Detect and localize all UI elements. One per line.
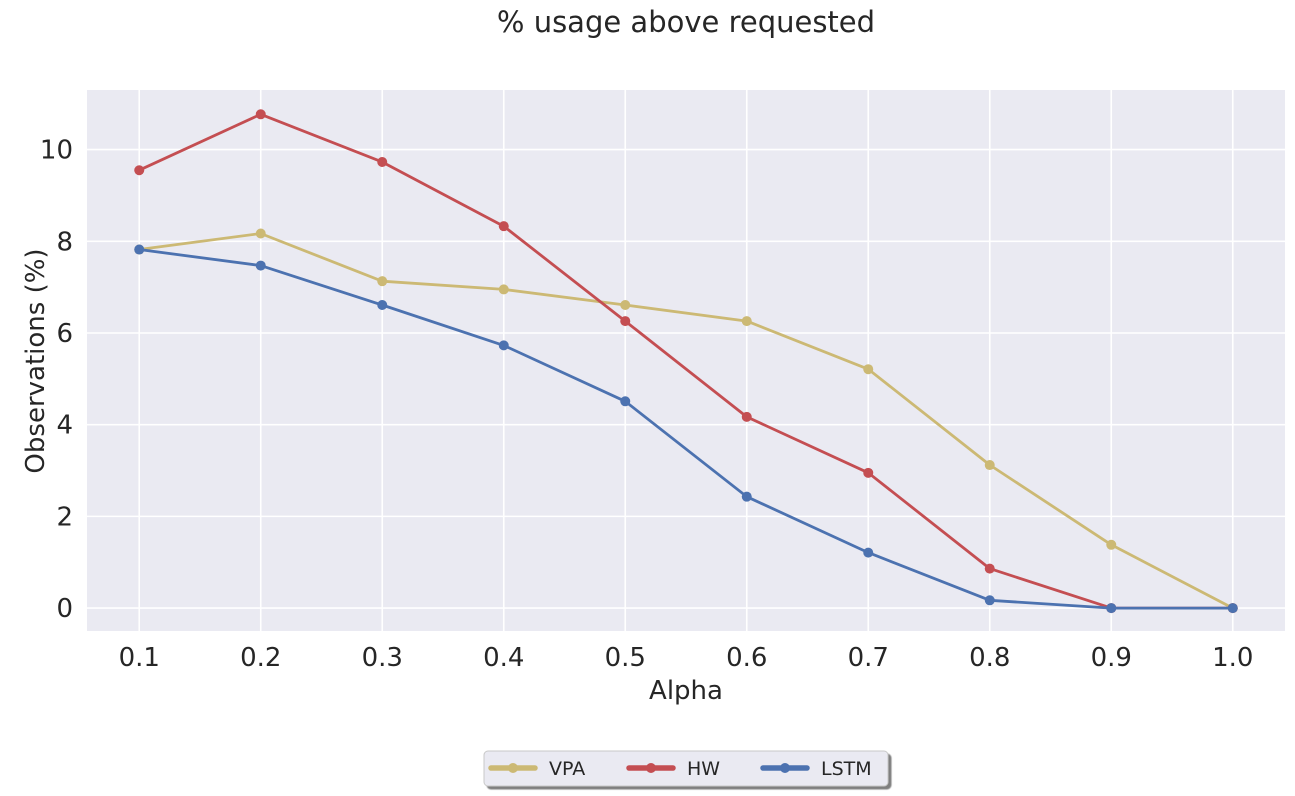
- data-point: [863, 547, 874, 558]
- x-tick-label: 0.7: [848, 643, 889, 673]
- legend-label: VPA: [549, 758, 585, 780]
- legend-label: LSTM: [821, 758, 872, 780]
- data-point: [741, 316, 752, 327]
- x-tick-label: 0.3: [362, 643, 403, 673]
- data-point: [255, 260, 266, 271]
- legend-box: [483, 750, 889, 787]
- data-point: [255, 109, 266, 120]
- data-point: [620, 396, 631, 407]
- data-point: [1106, 539, 1117, 550]
- x-tick-label: 0.9: [1091, 643, 1132, 673]
- data-point: [741, 411, 752, 422]
- data-point: [620, 316, 631, 327]
- x-axis-label: Alpha: [649, 676, 723, 706]
- x-tick-label: 0.4: [483, 643, 524, 673]
- data-point: [377, 276, 388, 287]
- x-tick-label: 0.8: [969, 643, 1010, 673]
- data-point: [984, 460, 995, 471]
- legend-marker: [780, 763, 790, 773]
- legend-label: HW: [687, 758, 720, 780]
- data-point: [1227, 603, 1238, 614]
- legend: VPA HW LSTM: [483, 750, 889, 787]
- data-point: [498, 340, 509, 351]
- y-tick-label: 2: [56, 502, 73, 532]
- y-tick-label: 10: [40, 136, 73, 166]
- data-point: [498, 221, 509, 232]
- y-tick-label: 8: [56, 227, 73, 257]
- data-point: [134, 165, 145, 176]
- y-tick-label: 6: [56, 319, 73, 349]
- series-layer: [134, 109, 1238, 614]
- data-point: [741, 491, 752, 502]
- x-tick-labels: 0.1 0.2 0.3 0.4 0.5 0.6 0.7 0.8 0.9 1.0: [119, 643, 1254, 673]
- x-tick-label: 0.5: [605, 643, 646, 673]
- data-point: [498, 284, 509, 295]
- data-point: [255, 228, 266, 239]
- y-axis-label: Observations (%): [21, 248, 51, 473]
- series-lstm: [134, 244, 1238, 614]
- data-point: [620, 300, 631, 311]
- data-point: [1106, 603, 1117, 614]
- y-tick-label: 0: [56, 594, 73, 624]
- data-point: [134, 244, 145, 255]
- x-tick-label: 0.6: [726, 643, 767, 673]
- y-tick-label: 4: [56, 411, 73, 441]
- y-gridlines: [87, 148, 1285, 609]
- data-point: [984, 595, 995, 606]
- data-point: [377, 156, 388, 167]
- legend-marker: [646, 763, 656, 773]
- series-line: [137, 248, 1235, 610]
- series-line: [137, 112, 1235, 610]
- x-tick-label: 1.0: [1212, 643, 1253, 673]
- data-point: [863, 467, 874, 478]
- chart-title: % usage above requested: [497, 5, 875, 39]
- x-tick-label: 0.2: [240, 643, 281, 673]
- data-point: [863, 364, 874, 375]
- series-line: [137, 232, 1235, 610]
- x-gridlines: [138, 90, 1234, 631]
- data-point: [377, 300, 388, 311]
- data-point: [984, 563, 995, 574]
- y-tick-labels: 0 2 4 6 8 10: [40, 136, 73, 624]
- legend-marker: [508, 763, 518, 773]
- x-tick-label: 0.1: [119, 643, 160, 673]
- plot-area: [87, 90, 1285, 631]
